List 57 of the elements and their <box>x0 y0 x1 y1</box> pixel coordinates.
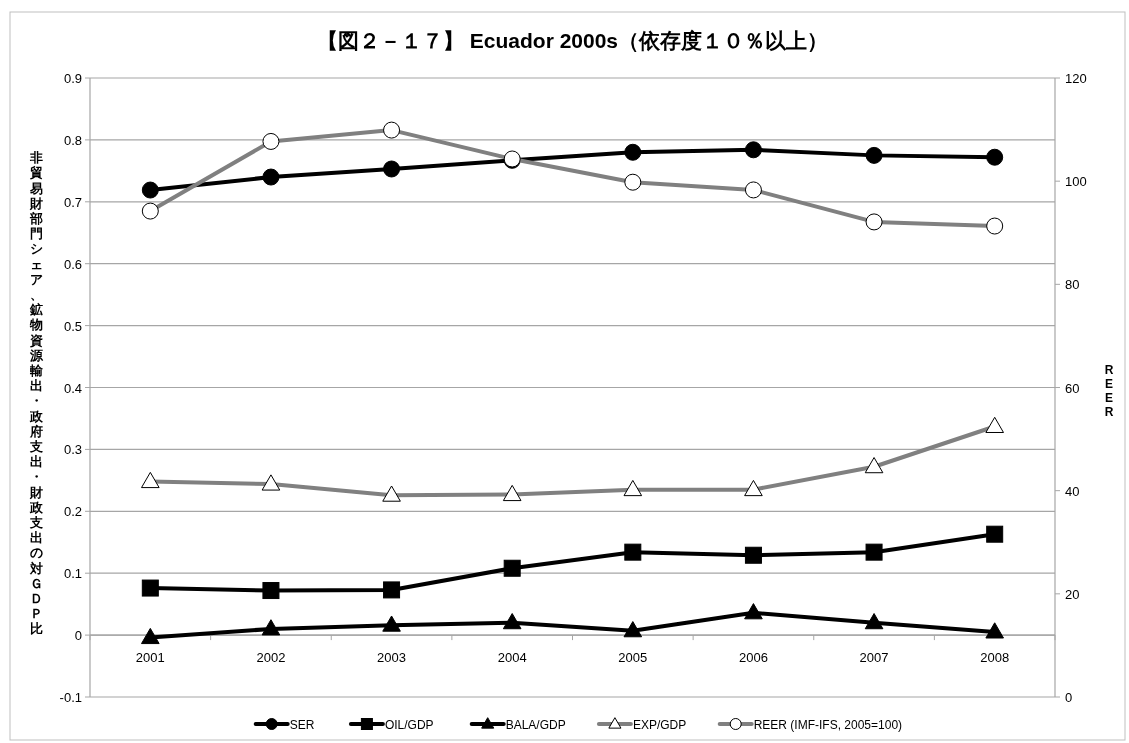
point <box>985 622 1004 639</box>
point <box>623 621 643 638</box>
text: 非貿易財部門シェア、鉱物資源輸出・政府支出・財政支出の対ＧＤＰ比 <box>29 150 43 637</box>
point <box>744 603 763 620</box>
chart-title: 【図２－１７】 Ecuador 2000s（依存度１０％以上） <box>316 29 829 52</box>
y-tick-label: 0.3 <box>63 442 82 458</box>
x-tick-label: 2007 <box>859 650 889 666</box>
y2-tick-label: 20 <box>1065 586 1080 602</box>
x-tick-label: 2002 <box>256 650 286 666</box>
x-tick-label: 2004 <box>497 650 527 666</box>
x-tick-label: 2005 <box>618 650 648 666</box>
y2-axis-title: REER <box>1104 362 1114 420</box>
y-tick-label: 0.8 <box>63 132 82 148</box>
point <box>262 168 280 186</box>
point <box>141 579 159 597</box>
point <box>744 141 762 159</box>
point <box>261 619 281 636</box>
y-tick-label: 0.2 <box>63 504 82 520</box>
point <box>141 181 159 199</box>
y-tick-label: 0 <box>74 628 82 644</box>
y-tick-label: 0.7 <box>63 194 82 210</box>
point <box>744 546 762 564</box>
point <box>864 613 884 630</box>
point <box>986 525 1004 543</box>
y-tick-label: 0.9 <box>63 71 82 86</box>
legend-label: BALA/GDP <box>505 718 566 732</box>
point <box>865 543 883 561</box>
point <box>262 582 280 600</box>
point <box>865 146 883 164</box>
legend-label: EXP/GDP <box>632 718 687 732</box>
legend-label: REER (IMF-IFS, 2005=100) <box>753 718 903 732</box>
point <box>986 148 1004 166</box>
y2-tick-label: 0 <box>1065 690 1073 705</box>
y2-tick-label: 80 <box>1065 277 1080 293</box>
x-tick-label: 2008 <box>980 650 1010 666</box>
point <box>383 160 401 178</box>
x-tick-label: 2003 <box>377 650 407 666</box>
x-tick-label: 2001 <box>135 650 165 666</box>
y-tick-label: -0.1 <box>59 690 82 705</box>
y-tick-label: 0.4 <box>63 380 82 396</box>
point <box>503 559 521 577</box>
y2-tick-label: 100 <box>1065 174 1087 190</box>
legend-label: OIL/GDP <box>384 718 434 732</box>
y2-tick-label: 60 <box>1065 380 1080 396</box>
point <box>502 613 522 630</box>
point <box>141 627 160 645</box>
y2-tick-label: 120 <box>1065 71 1087 86</box>
x-tick-label: 2006 <box>738 650 768 666</box>
y-tick-label: 0.5 <box>63 318 82 334</box>
legend-label: SER <box>289 718 315 732</box>
y2-tick-label: 40 <box>1065 483 1080 499</box>
y-tick-label: 0.6 <box>63 256 82 272</box>
point <box>383 581 401 599</box>
point <box>624 143 642 161</box>
point <box>624 543 642 561</box>
point <box>382 615 401 632</box>
y-tick-label: 0.1 <box>63 566 82 582</box>
